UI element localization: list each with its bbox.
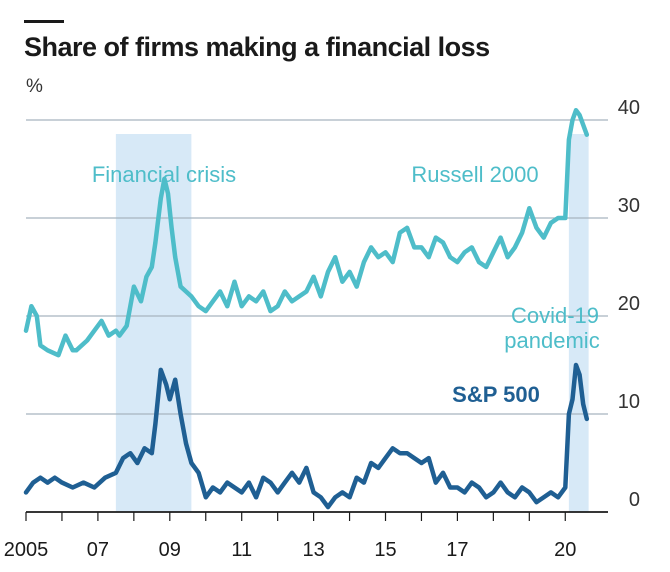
series-line-russell-2000 — [23, 107, 590, 358]
chart-title: Share of firms making a financial loss — [24, 32, 490, 62]
annotation-russell-2000: Russell 2000 — [411, 162, 538, 187]
y-tick-label-20: 20 — [618, 293, 640, 315]
y-axis-ticks: 0 10 20 30 40 — [618, 97, 640, 511]
y-tick-label-40: 40 — [618, 97, 640, 119]
gridlines — [26, 119, 608, 415]
x-tick-label-13: 13 — [302, 539, 324, 561]
annotation-covid-line1: Covid-19 — [511, 303, 599, 328]
x-tick-label-17: 17 — [446, 539, 468, 561]
y-tick-label-0: 0 — [629, 489, 640, 511]
shaded-period-covid — [568, 134, 589, 512]
series-line-s-p-500 — [23, 362, 590, 510]
annotation-financial-crisis: Financial crisis — [92, 162, 236, 187]
unit-label: % — [26, 76, 43, 97]
annotations: Financial crisis Russell 2000 Covid-19 p… — [92, 162, 600, 407]
x-tick-label-2005: 2005 — [4, 539, 49, 561]
annotation-sp-500: S&P 500 — [452, 382, 540, 407]
annotation-covid-line2: pandemic — [504, 328, 599, 353]
y-tick-label-30: 30 — [618, 195, 640, 217]
series-lines — [23, 107, 590, 510]
x-tick-label-07: 07 — [87, 539, 109, 561]
top-rule — [24, 20, 64, 23]
x-tick-label-11: 11 — [231, 539, 252, 561]
x-axis: 2005 07 09 11 13 15 17 20 — [4, 511, 608, 561]
x-tick-label-09: 09 — [159, 539, 181, 561]
x-tick-label-20: 20 — [554, 539, 576, 561]
y-tick-label-10: 10 — [618, 391, 640, 413]
x-tick-label-15: 15 — [374, 539, 396, 561]
